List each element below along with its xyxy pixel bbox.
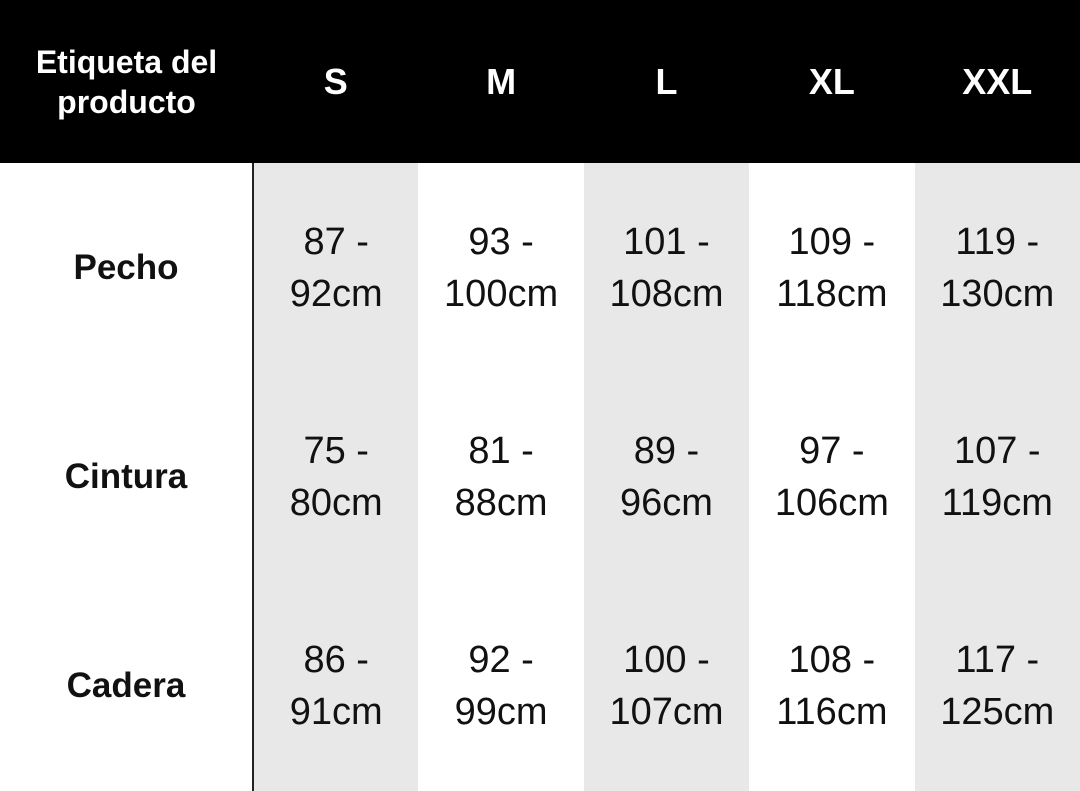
measurement-cell: 92 - 99cm	[418, 582, 583, 791]
size-header: M	[418, 0, 584, 163]
row-label: Pecho	[0, 163, 254, 373]
cell-text: 81 - 88cm	[454, 429, 548, 524]
measurement-cell: 109 - 118cm	[749, 163, 914, 372]
cell-text: M	[486, 60, 517, 102]
measurement-cell: 101 - 108cm	[583, 163, 750, 373]
cell-text: XXL	[962, 60, 1033, 102]
measurement-cell: 89 - 96cm	[583, 372, 750, 582]
cell-text: 93 - 100cm	[444, 220, 559, 315]
cell-text: 86 - 91cm	[289, 639, 383, 734]
measurement-cell: 117 - 125cm	[914, 581, 1080, 791]
measurement-cell: 108 - 116cm	[749, 582, 914, 791]
row-label: Cadera	[0, 581, 254, 791]
cell-text: 97 - 106cm	[774, 429, 889, 524]
cell-text: Pecho	[73, 247, 179, 287]
cell-text: L	[655, 60, 678, 102]
cell-text: S	[323, 60, 348, 102]
table-row: Cintura 75 - 80cm 81 - 88cm 89 - 96cm 97 - 1…	[0, 372, 1080, 582]
table-row: Pecho 87 - 92cm 93 - 100cm 101 - 108cm 109 -…	[0, 163, 1080, 373]
cell-text: 101 - 108cm	[609, 220, 724, 315]
measurement-cell: 93 - 100cm	[418, 163, 583, 372]
table-row: Cadera 86 - 91cm 92 - 99cm 100 - 107cm 108 -…	[0, 581, 1080, 791]
size-header: L	[583, 0, 750, 163]
measurement-cell: 97 - 106cm	[749, 372, 914, 581]
cell-text: 87 - 92cm	[289, 220, 383, 315]
measurement-cell: 100 - 107cm	[583, 581, 750, 791]
cell-text: 75 - 80cm	[289, 429, 383, 524]
measurement-cell: 107 - 119cm	[914, 372, 1080, 582]
header-label: Etiqueta del producto	[0, 0, 253, 163]
cell-text: XL	[808, 60, 855, 102]
cell-text: Cadera	[66, 666, 186, 706]
cell-text: 107 - 119cm	[941, 429, 1053, 524]
row-label: Cintura	[0, 372, 254, 582]
measurement-cell: 119 - 130cm	[914, 163, 1080, 373]
cell-text: 119 - 130cm	[940, 220, 1055, 315]
cell-text: 108 - 116cm	[776, 639, 888, 734]
cell-text: Cintura	[64, 456, 188, 496]
measurement-cell: 87 - 92cm	[253, 163, 419, 373]
size-header: XXL	[914, 0, 1080, 163]
header-row: Etiqueta del producto S M L XL XXL	[0, 0, 1080, 163]
size-header: XL	[749, 0, 915, 163]
measurement-cell: 81 - 88cm	[418, 372, 583, 581]
measurement-cell: 86 - 91cm	[253, 581, 419, 791]
measurement-cell: 75 - 80cm	[253, 372, 419, 582]
cell-text: 109 - 118cm	[776, 220, 888, 315]
cell-text: 92 - 99cm	[454, 639, 548, 734]
table-body: Pecho 87 - 92cm 93 - 100cm 101 - 108cm 109 -…	[0, 163, 1080, 791]
cell-text: Etiqueta del producto	[35, 43, 218, 120]
cell-text: 89 - 96cm	[620, 429, 713, 524]
size-header: S	[253, 0, 419, 163]
cell-text: 100 - 107cm	[609, 639, 724, 734]
cell-text: 117 - 125cm	[940, 639, 1055, 734]
